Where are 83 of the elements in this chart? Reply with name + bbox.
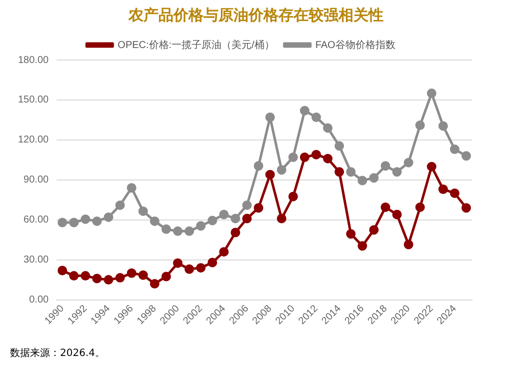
point bbox=[346, 167, 356, 177]
point bbox=[230, 228, 240, 238]
point bbox=[415, 120, 425, 130]
legend-label: FAO谷物价格指数 bbox=[315, 38, 396, 51]
point bbox=[438, 121, 448, 131]
point bbox=[115, 273, 125, 283]
point bbox=[92, 274, 102, 284]
point bbox=[173, 226, 182, 236]
point bbox=[242, 200, 252, 210]
point bbox=[450, 144, 460, 154]
point bbox=[104, 212, 114, 222]
point bbox=[426, 88, 436, 98]
point bbox=[300, 106, 310, 116]
point bbox=[150, 216, 160, 226]
y-tick-label: 0.00 bbox=[29, 294, 50, 306]
point bbox=[415, 202, 425, 212]
point bbox=[404, 240, 414, 250]
point bbox=[288, 152, 298, 162]
point bbox=[461, 151, 471, 161]
point bbox=[219, 210, 229, 220]
point bbox=[369, 225, 379, 235]
point bbox=[254, 203, 264, 213]
point bbox=[92, 216, 102, 226]
point bbox=[461, 203, 471, 213]
point bbox=[323, 154, 333, 164]
point bbox=[58, 266, 68, 276]
point bbox=[208, 258, 218, 268]
point bbox=[450, 188, 460, 198]
point bbox=[288, 192, 298, 202]
point bbox=[323, 123, 333, 133]
point bbox=[438, 184, 448, 194]
point bbox=[196, 221, 206, 231]
point bbox=[358, 241, 368, 251]
point bbox=[184, 264, 194, 274]
point bbox=[334, 167, 344, 177]
point bbox=[69, 271, 79, 281]
point bbox=[358, 176, 368, 186]
point bbox=[173, 258, 182, 268]
point bbox=[392, 167, 402, 177]
y-tick-label: 90.00 bbox=[24, 174, 50, 186]
source-note: 数据来源：2026.4。 bbox=[10, 346, 105, 360]
chart-title: 农产品价格与原油价格存在较强相关性 bbox=[127, 6, 384, 25]
point bbox=[138, 206, 148, 216]
point bbox=[242, 214, 252, 224]
point bbox=[276, 165, 286, 175]
y-tick-label: 30.00 bbox=[24, 254, 50, 266]
point bbox=[80, 214, 90, 224]
point bbox=[392, 210, 402, 220]
point bbox=[126, 268, 136, 278]
point bbox=[369, 173, 379, 183]
point bbox=[311, 150, 321, 160]
point bbox=[115, 200, 125, 210]
point bbox=[265, 112, 275, 122]
point bbox=[380, 161, 390, 171]
point bbox=[150, 279, 160, 289]
point bbox=[161, 224, 171, 234]
point bbox=[334, 141, 344, 151]
point bbox=[265, 170, 275, 180]
point bbox=[404, 158, 414, 168]
point bbox=[69, 218, 79, 228]
y-tick-label: 60.00 bbox=[24, 214, 50, 226]
point bbox=[208, 216, 218, 226]
point bbox=[426, 162, 436, 172]
point bbox=[58, 218, 68, 228]
y-tick-label: 120.00 bbox=[18, 134, 50, 146]
point bbox=[254, 161, 264, 171]
point bbox=[219, 247, 229, 257]
point bbox=[380, 202, 390, 212]
point bbox=[230, 214, 240, 224]
point bbox=[311, 112, 321, 122]
y-tick-label: 150.00 bbox=[18, 94, 50, 106]
point bbox=[300, 152, 310, 162]
point bbox=[276, 214, 286, 224]
legend-label: OPEC:价格:一揽子原油（美元/桶） bbox=[118, 38, 274, 51]
point bbox=[196, 263, 206, 273]
y-tick-label: 180.00 bbox=[18, 54, 50, 66]
point bbox=[346, 229, 356, 239]
point bbox=[138, 270, 148, 280]
point bbox=[104, 275, 114, 285]
point bbox=[184, 226, 194, 236]
point bbox=[126, 183, 136, 193]
point bbox=[161, 272, 171, 282]
point bbox=[80, 271, 90, 281]
